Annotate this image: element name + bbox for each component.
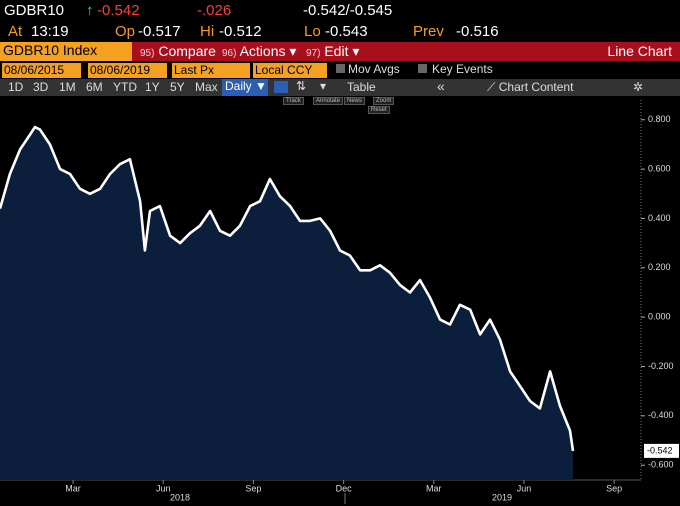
x-tick-label: Jun bbox=[517, 483, 532, 493]
tool-button[interactable]: Zoom bbox=[373, 97, 395, 105]
edit-menu[interactable]: 97) Edit ▾ bbox=[306, 43, 359, 60]
prev: -0.516 bbox=[456, 23, 499, 40]
net-change: -.026 bbox=[197, 2, 232, 19]
y-tick-label: 0.000 bbox=[648, 312, 671, 322]
x-tick-label: Sep bbox=[606, 483, 622, 493]
open: -0.517 bbox=[138, 23, 181, 40]
menu-number: 96) bbox=[222, 48, 237, 59]
checkbox[interactable] bbox=[418, 64, 427, 73]
x-tick-label: Jun bbox=[156, 483, 171, 493]
range-button[interactable]: 1D bbox=[8, 80, 24, 94]
currency-select[interactable]: Local CCY bbox=[253, 63, 327, 78]
checkbox[interactable] bbox=[336, 64, 345, 73]
area bbox=[0, 127, 573, 480]
menu-bar: GDBR10 Index 95) Compare 96) Actions ▾ 9… bbox=[0, 42, 680, 61]
range-button[interactable]: 6M bbox=[86, 80, 103, 94]
range-button[interactable]: 1M bbox=[59, 80, 76, 94]
table-button[interactable]: Table bbox=[347, 80, 376, 94]
open-label: Op bbox=[115, 23, 136, 40]
range-button[interactable]: 5Y bbox=[170, 80, 185, 94]
menu-label: Actions ▾ bbox=[239, 43, 297, 59]
menu-label: Edit ▾ bbox=[324, 43, 360, 59]
settings-gear[interactable]: ✲ bbox=[633, 80, 644, 94]
field-select[interactable]: Last Px bbox=[172, 63, 250, 78]
tool-button[interactable]: Annotate bbox=[313, 97, 344, 105]
compare-menu[interactable]: 95) Compare bbox=[140, 43, 216, 59]
line bbox=[0, 125, 575, 452]
last-value-label: -0.542 bbox=[647, 445, 673, 455]
x-tick-label: Mar bbox=[426, 483, 442, 493]
last-value-tag bbox=[644, 443, 679, 458]
dropdown-icon[interactable]: ▾ bbox=[320, 79, 327, 93]
menu-number: 95) bbox=[140, 48, 155, 59]
y-tick-label: 0.400 bbox=[648, 213, 671, 223]
menu-label: Compare bbox=[158, 43, 216, 59]
x-tick-label: Dec bbox=[336, 483, 353, 493]
button-label: Chart Content bbox=[498, 80, 574, 94]
low: -0.543 bbox=[325, 23, 368, 40]
high-label: Hi bbox=[200, 23, 215, 40]
x-tick-label: Sep bbox=[245, 483, 261, 493]
year-label: 2019 bbox=[492, 492, 512, 502]
actions-menu[interactable]: 96) Actions ▾ bbox=[222, 43, 296, 60]
frequency[interactable]: Daily ▼ bbox=[222, 79, 268, 96]
y-tick-label: -0.600 bbox=[648, 460, 674, 470]
range-button[interactable]: 1Y bbox=[145, 80, 160, 94]
x-tick-label: Mar bbox=[65, 483, 81, 493]
range-button[interactable]: 3D bbox=[33, 80, 49, 94]
low-label: Lo bbox=[304, 23, 321, 40]
y-tick-label: -0.200 bbox=[648, 361, 674, 371]
toolbar: Daily ▼ ⇅ ▾ Table « ⟋ Chart Content ✲ 1D… bbox=[0, 78, 680, 96]
last-price: -0.542 bbox=[97, 2, 140, 19]
tool-button[interactable]: News bbox=[344, 97, 366, 105]
start-date[interactable]: 08/06/2015 bbox=[2, 63, 81, 78]
range-button[interactable]: Max bbox=[195, 80, 218, 94]
bars-icon[interactable]: ⇅ bbox=[296, 79, 307, 93]
ticker: GDBR10 bbox=[4, 2, 65, 19]
view-name: Line Chart bbox=[607, 43, 672, 59]
y-tick-label: 0.200 bbox=[648, 262, 671, 272]
key-events[interactable]: Key Events bbox=[432, 62, 493, 76]
year-label: 2018 bbox=[170, 492, 190, 502]
mov-avgs[interactable]: Mov Avgs bbox=[348, 62, 400, 76]
security-field[interactable]: GDBR10 Index bbox=[0, 42, 132, 61]
y-tick-label: -0.400 bbox=[648, 410, 674, 420]
bid-ask: -0.542/-0.545 bbox=[303, 2, 393, 19]
at-label: At bbox=[8, 23, 23, 40]
range-button[interactable]: YTD bbox=[113, 80, 137, 94]
time: 13:19 bbox=[31, 23, 69, 40]
y-tick-label: 0.600 bbox=[648, 163, 671, 173]
high: -0.512 bbox=[219, 23, 262, 40]
change-arrow: ↑ bbox=[86, 2, 94, 19]
end-date[interactable]: 08/06/2019 bbox=[88, 63, 167, 78]
line-icon[interactable] bbox=[274, 81, 288, 93]
back-button[interactable]: « bbox=[437, 78, 445, 94]
menu-number: 97) bbox=[306, 48, 321, 59]
tool-button[interactable]: Track bbox=[283, 97, 304, 105]
y-tick-label: 0.800 bbox=[648, 114, 671, 124]
chart-content-button[interactable]: ⟋ Chart Content bbox=[487, 80, 574, 94]
tool-button[interactable]: Reset bbox=[368, 106, 390, 114]
prev-label: Prev bbox=[413, 23, 444, 40]
